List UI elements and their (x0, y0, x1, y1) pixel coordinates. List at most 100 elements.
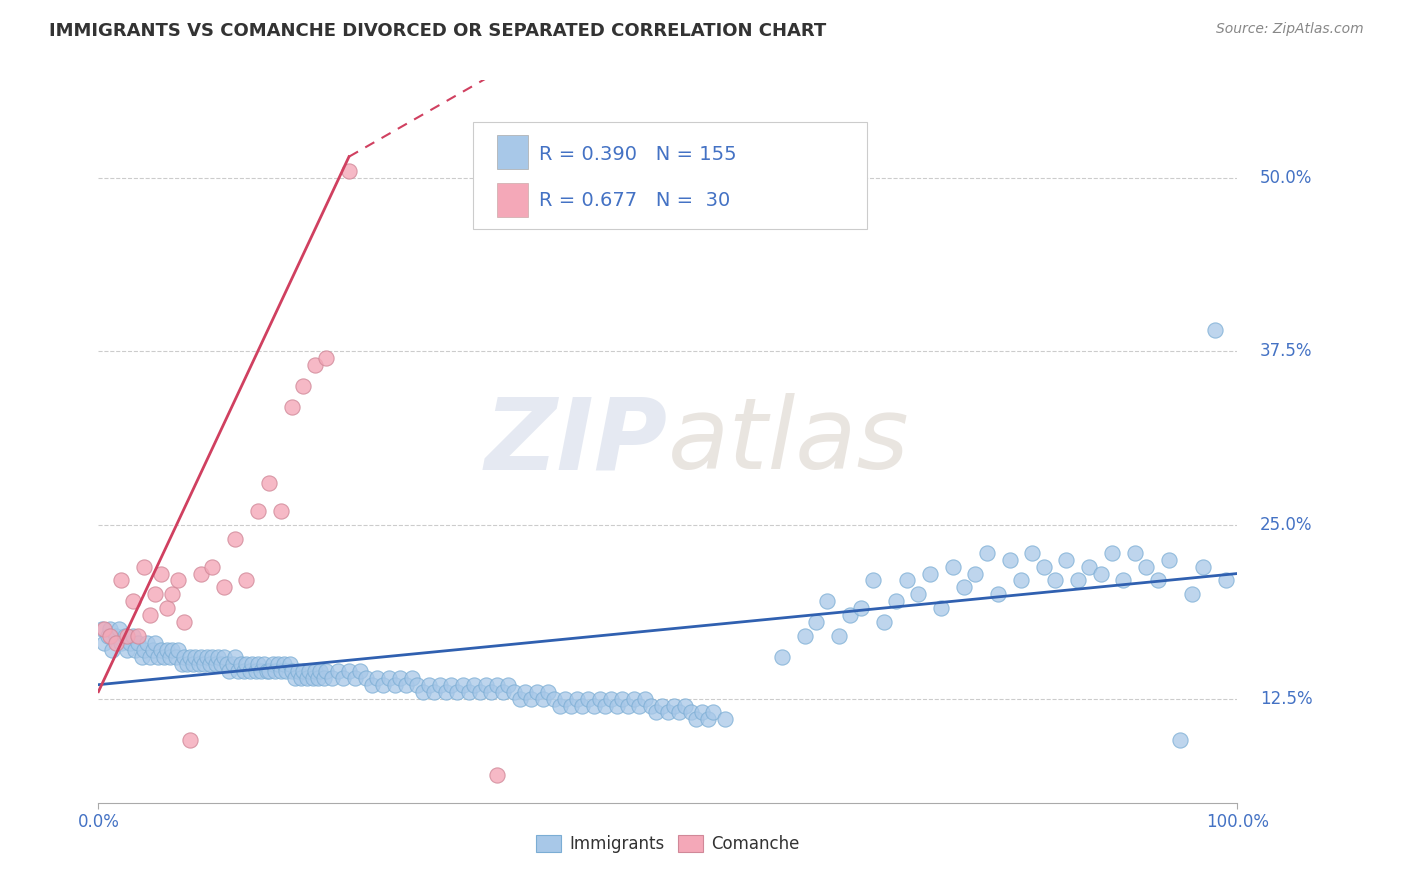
Point (212, 581, 235, 595)
Point (170, 657, 193, 671)
Point (1170, 733, 1192, 747)
Point (96, 629, 118, 643)
Point (770, 649, 793, 664)
Point (101, 643, 124, 657)
Point (1056, 552, 1078, 566)
Point (138, 649, 160, 664)
Point (1157, 552, 1180, 566)
Point (235, 657, 257, 671)
Point (167, 574, 190, 588)
Text: 37.5%: 37.5% (1260, 343, 1313, 360)
Point (446, 684, 468, 698)
Point (264, 664, 287, 678)
Point (634, 691, 657, 706)
Legend: Immigrants, Comanche: Immigrants, Comanche (530, 828, 806, 860)
Point (246, 657, 269, 671)
Point (312, 671, 335, 685)
Point (668, 706, 690, 720)
Point (162, 587, 184, 601)
Point (509, 691, 531, 706)
Point (793, 629, 815, 643)
Point (204, 657, 226, 671)
Point (554, 691, 576, 706)
Point (366, 671, 388, 685)
Point (190, 566, 212, 581)
Point (515, 684, 537, 698)
Point (321, 671, 343, 685)
Point (167, 643, 190, 657)
Point (240, 657, 263, 671)
Point (612, 691, 634, 706)
Point (252, 657, 274, 671)
Point (1181, 587, 1204, 601)
Point (953, 581, 976, 595)
Point (295, 671, 318, 685)
Point (309, 664, 332, 678)
Point (565, 691, 588, 706)
Point (468, 684, 491, 698)
Point (395, 678, 418, 692)
Point (136, 636, 159, 650)
Point (153, 649, 176, 664)
Point (173, 649, 195, 664)
Point (93, 622, 115, 636)
Point (108, 622, 131, 636)
Point (593, 698, 616, 713)
Point (156, 601, 179, 615)
Point (179, 733, 201, 747)
Point (1192, 559, 1215, 574)
Point (600, 691, 623, 706)
Point (315, 351, 337, 366)
Point (1123, 546, 1146, 560)
Point (292, 379, 315, 393)
Point (104, 629, 127, 643)
Point (292, 664, 315, 678)
Point (1043, 574, 1066, 588)
Point (884, 594, 907, 608)
Point (673, 698, 696, 713)
Point (503, 684, 526, 698)
Point (270, 504, 292, 518)
Point (714, 713, 737, 727)
Point (131, 649, 153, 664)
Point (1078, 559, 1101, 574)
Point (479, 684, 502, 698)
Point (851, 601, 873, 615)
Point (98, 622, 121, 636)
Text: R = 0.390   N = 155: R = 0.390 N = 155 (538, 145, 737, 163)
Point (121, 594, 143, 608)
Point (224, 532, 246, 546)
Point (124, 643, 146, 657)
Point (576, 691, 599, 706)
Point (965, 566, 987, 581)
Point (1146, 574, 1168, 588)
Point (332, 671, 354, 685)
Point (267, 657, 290, 671)
Point (929, 601, 952, 615)
Point (1112, 574, 1135, 588)
Point (1090, 566, 1112, 581)
Point (531, 691, 554, 706)
Point (1215, 574, 1237, 588)
Point (371, 678, 394, 692)
Point (690, 706, 713, 720)
Point (526, 684, 548, 698)
Point (304, 664, 326, 678)
Point (1204, 323, 1226, 337)
Text: 12.5%: 12.5% (1260, 690, 1313, 707)
Point (537, 684, 560, 698)
Point (284, 671, 307, 685)
Point (281, 664, 304, 678)
Point (145, 636, 167, 650)
Point (250, 664, 273, 678)
Point (440, 678, 463, 692)
Point (287, 664, 309, 678)
Point (290, 671, 312, 685)
Point (412, 684, 434, 698)
Point (839, 608, 862, 623)
Point (115, 643, 138, 657)
Point (218, 664, 240, 678)
Point (315, 664, 337, 678)
Point (235, 574, 257, 588)
Point (179, 649, 201, 664)
